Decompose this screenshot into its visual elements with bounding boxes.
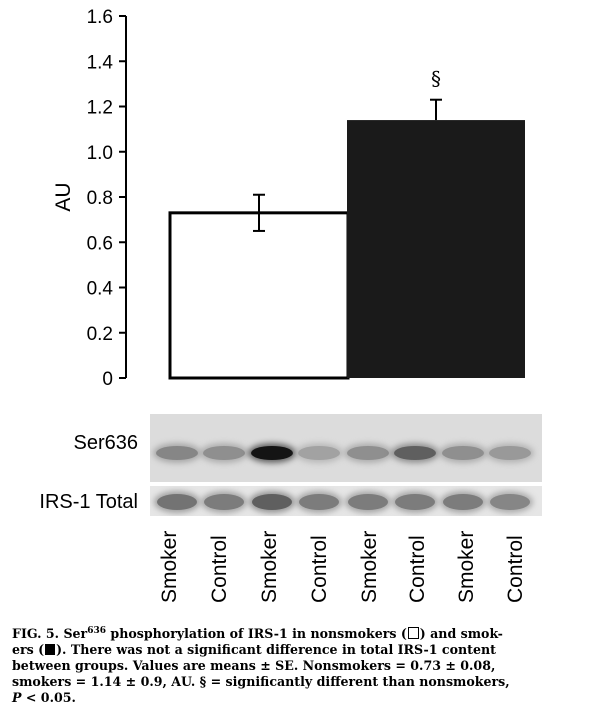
caption-line2: ). There was not a significant differenc…	[56, 642, 496, 657]
y-tick-label: 0	[102, 369, 113, 390]
lane-label: Smoker	[455, 530, 478, 603]
y-tick-label: 1.6	[87, 7, 113, 28]
blot-band-irs1-total	[252, 494, 292, 510]
blot-label-irs1-total: IRS-1 Total	[39, 491, 138, 513]
blot-band-irs1-total	[443, 494, 483, 510]
caption-p-symbol: P	[12, 690, 22, 705]
caption-title-sup: 636	[87, 625, 106, 636]
caption-line5: < 0.05.	[21, 690, 76, 705]
y-tick-label: 0.6	[87, 233, 113, 254]
y-tick-label: 0.4	[87, 279, 114, 300]
lane-label: Control	[406, 535, 429, 603]
blot-band-irs1-total	[348, 494, 388, 510]
lane-label: Control	[208, 535, 231, 603]
blot-label-ser636: Ser636	[73, 432, 139, 454]
blot-band-ser636	[489, 446, 531, 460]
blot-band-ser636	[156, 446, 198, 460]
caption-line1: phosphorylation of IRS-1 in nonsmokers (	[106, 626, 407, 641]
bar-smokers	[347, 120, 525, 378]
blot-band-ser636	[394, 446, 436, 460]
western-blot-ser636	[150, 414, 542, 482]
blot-band-irs1-total	[490, 494, 530, 510]
caption-line4: smokers = 1.14 ± 0.9, AU. § = significan…	[12, 674, 510, 689]
open-square-icon	[407, 627, 419, 639]
bar-nonsmokers	[168, 211, 350, 380]
y-tick-label: 0.8	[87, 188, 113, 209]
blot-band-ser636	[347, 446, 389, 460]
y-tick-label: 1.2	[87, 98, 113, 119]
lane-label: Control	[308, 535, 331, 603]
caption-line1-mid: ) and smok-	[419, 626, 503, 641]
filled-square-icon	[45, 644, 56, 655]
blot-band-irs1-total	[299, 494, 339, 510]
y-axis-label: AU	[52, 182, 75, 211]
lane-label: Smoker	[258, 530, 281, 603]
caption-fig-number: FIG. 5.	[12, 626, 60, 641]
blot-band-irs1-total	[395, 494, 435, 510]
lane-label: Smoker	[358, 530, 381, 603]
blot-band-ser636	[251, 446, 293, 460]
lane-label: Smoker	[158, 530, 181, 603]
blot-band-irs1-total	[204, 494, 244, 510]
lane-label: Control	[504, 535, 527, 603]
significance-annotation: §	[431, 67, 441, 91]
blot-band-ser636	[298, 446, 340, 460]
bar-chart: 0 0.2 0.4 0.6 0.8 1.0 1.2 1.4 1.6 AU §	[52, 7, 525, 390]
blot-band-ser636	[203, 446, 245, 460]
caption-title-pre: Ser	[63, 626, 88, 641]
western-blot-irs1-total	[150, 486, 542, 516]
figure-caption: FIG. 5. Ser636 phosphorylation of IRS-1 …	[12, 626, 590, 706]
blot-band-ser636	[442, 446, 484, 460]
y-tick-label: 1.0	[87, 143, 113, 164]
caption-line2-pre: ers (	[12, 642, 45, 657]
y-tick-label: 1.4	[87, 52, 114, 73]
blot-band-irs1-total	[157, 494, 197, 510]
y-tick-label: 0.2	[87, 324, 113, 345]
caption-line3: between groups. Values are means ± SE. N…	[12, 658, 496, 673]
